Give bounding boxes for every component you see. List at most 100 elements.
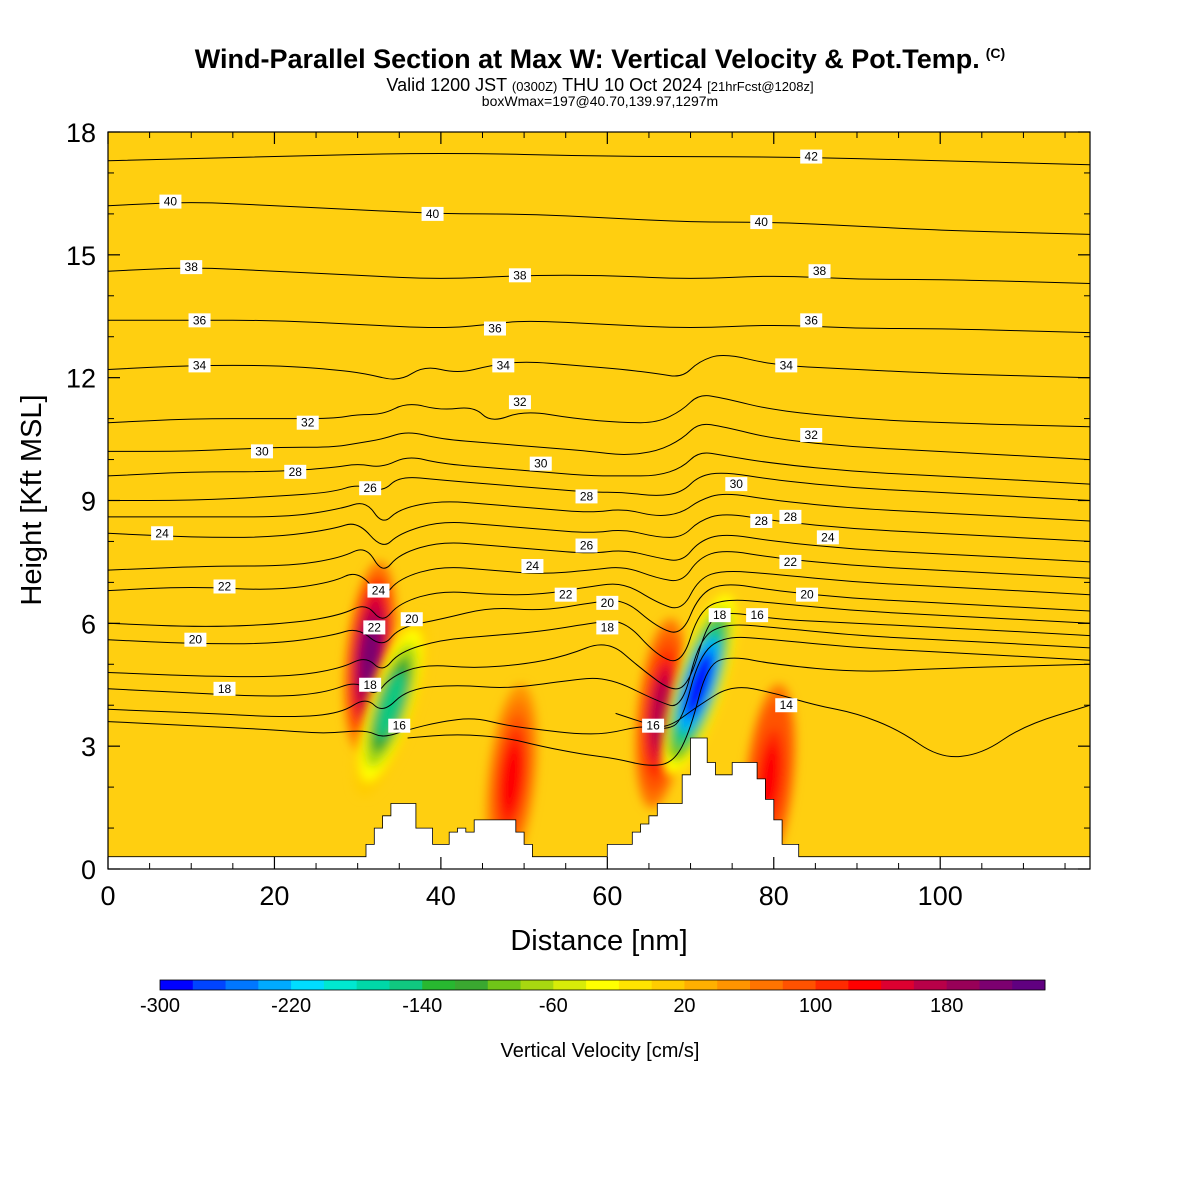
y-tick-label: 6 xyxy=(81,609,96,639)
colorbar-swatch xyxy=(323,980,358,990)
colorbar-tick-label: 180 xyxy=(930,995,963,1017)
svg-text:20: 20 xyxy=(800,588,814,602)
svg-text:20: 20 xyxy=(601,596,615,610)
contour-label-extra-27: 18 xyxy=(708,608,731,623)
chart-title: Wind-Parallel Section at Max W: Vertical… xyxy=(194,44,1006,74)
svg-text:16: 16 xyxy=(646,719,660,733)
colorbar-swatch xyxy=(389,980,423,990)
contour-label-extra-5: 36 xyxy=(800,313,823,328)
colorbar-swatch xyxy=(717,980,751,990)
contour-label-extra-15: 26 xyxy=(575,538,598,553)
theta-contour-42 xyxy=(108,153,1090,166)
theta-contour-21 xyxy=(108,570,1090,627)
x-tick-label: 20 xyxy=(259,881,289,911)
contour-label-extra-8: 32 xyxy=(508,395,531,410)
theta-contour-26 xyxy=(108,472,1090,501)
x-tick-label: 40 xyxy=(426,881,456,911)
svg-text:24: 24 xyxy=(155,526,169,540)
y-tick-label: 12 xyxy=(66,364,96,394)
theta-contour-22 xyxy=(108,551,1090,594)
svg-text:40: 40 xyxy=(755,215,769,229)
svg-text:38: 38 xyxy=(513,268,527,282)
contour-label-extra-2: 38 xyxy=(508,268,531,283)
colorbar-tick-label: 100 xyxy=(799,995,832,1017)
colorbar-swatch xyxy=(1012,980,1046,990)
colorbar-swatch xyxy=(651,980,685,990)
theta-contour-36 xyxy=(108,319,1090,334)
svg-text:28: 28 xyxy=(755,514,769,528)
svg-text:32: 32 xyxy=(513,395,527,409)
x-tick-label: 60 xyxy=(592,881,622,911)
contour-label-extra-6: 34 xyxy=(492,358,515,373)
valid-time: Valid 1200 JST xyxy=(386,75,507,95)
colorbar-swatch xyxy=(192,980,227,990)
contour-label-28: 28 xyxy=(284,464,307,479)
svg-text:30: 30 xyxy=(534,457,548,471)
contour-label-extra-12: 28 xyxy=(575,489,598,504)
theta-contour-34 xyxy=(108,355,1090,380)
theta-contour-19 xyxy=(108,599,1090,678)
theta-contour-30 xyxy=(108,423,1090,461)
contour-label-extra-0: 40 xyxy=(421,206,444,221)
contour-label-extra-22: 20 xyxy=(596,595,619,610)
svg-text:34: 34 xyxy=(193,358,207,372)
contour-label-extra-10: 30 xyxy=(529,456,552,471)
colorbar-swatch xyxy=(225,980,259,990)
colorbar-swatch xyxy=(422,980,456,990)
svg-text:20: 20 xyxy=(405,612,419,626)
theta-contour-17 xyxy=(108,624,1090,717)
contour-label-extra-19: 22 xyxy=(554,587,577,602)
svg-text:22: 22 xyxy=(368,620,382,634)
contour-label-extra-23: 20 xyxy=(400,612,423,627)
theta-contour-16 xyxy=(108,636,1090,737)
colorbar-tick-label: -140 xyxy=(402,995,442,1017)
svg-text:40: 40 xyxy=(164,195,178,209)
contour-label-extra-9: 32 xyxy=(800,427,823,442)
colorbar-tick-label: -60 xyxy=(539,995,568,1017)
contour-label-extra-13: 28 xyxy=(750,513,773,528)
svg-text:26: 26 xyxy=(580,539,594,553)
svg-text:16: 16 xyxy=(393,719,407,733)
contour-label-18: 18 xyxy=(213,681,236,696)
theta-contour-38 xyxy=(108,267,1090,284)
contour-label-extra-18: 24 xyxy=(367,583,390,598)
y-tick-label: 3 xyxy=(81,732,96,762)
contour-label-extra-29: 16 xyxy=(642,718,665,733)
svg-text:14: 14 xyxy=(780,698,794,712)
box-info: boxWmax=197@40.70,139.97,1297m xyxy=(481,93,719,109)
colorbar-swatch xyxy=(815,980,849,990)
theta-contour-20 xyxy=(108,584,1090,645)
colorbar-swatch xyxy=(848,980,882,990)
svg-text:24: 24 xyxy=(526,559,540,573)
forecast-info: [21hrFcst@1208z] xyxy=(707,79,814,94)
contour-label-extra-28: 16 xyxy=(746,608,769,623)
x-axis-title: Distance [nm] xyxy=(510,925,687,957)
svg-text:28: 28 xyxy=(784,510,798,524)
svg-text:28: 28 xyxy=(289,465,303,479)
x-tick-label: 0 xyxy=(100,881,115,911)
contour-label-extra-3: 38 xyxy=(808,264,831,279)
y-tick-label: 18 xyxy=(66,118,96,148)
contour-label-extra-21: 22 xyxy=(779,554,802,569)
colorbar-tick-label: 20 xyxy=(673,995,695,1017)
colorbar-swatch xyxy=(553,980,587,990)
svg-text:16: 16 xyxy=(750,608,764,622)
y-tick-label: 9 xyxy=(81,487,96,517)
theta-contour-15 xyxy=(407,657,1090,766)
contour-label-42: 42 xyxy=(800,149,823,164)
contour-label-extra-7: 34 xyxy=(775,358,798,373)
y-axis-title: Height [Kft MSL] xyxy=(16,394,48,605)
colorbar-swatch xyxy=(586,980,620,990)
downdraft-core-1 xyxy=(661,594,737,776)
contour-label-extra-26: 18 xyxy=(359,677,382,692)
contour-label-extra-4: 36 xyxy=(483,321,506,336)
contour-label-36: 36 xyxy=(188,313,211,328)
y-tick-label: 15 xyxy=(66,241,96,271)
colorbar-frame xyxy=(159,979,1046,991)
copyright-mark: (C) xyxy=(985,45,1006,61)
svg-text:36: 36 xyxy=(805,313,819,327)
contour-label-extra-16: 24 xyxy=(521,559,544,574)
svg-text:18: 18 xyxy=(713,608,727,622)
